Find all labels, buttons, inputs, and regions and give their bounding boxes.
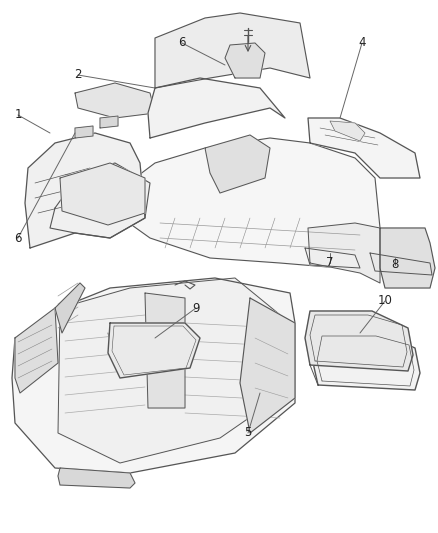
Text: 10: 10	[378, 295, 392, 308]
Polygon shape	[330, 121, 365, 141]
Polygon shape	[58, 278, 290, 463]
Text: 7: 7	[326, 256, 334, 270]
Polygon shape	[148, 78, 285, 138]
Text: 8: 8	[391, 259, 399, 271]
Polygon shape	[370, 253, 432, 275]
Polygon shape	[75, 83, 155, 118]
Polygon shape	[308, 118, 420, 178]
Text: 9: 9	[192, 302, 200, 314]
Text: 6: 6	[178, 36, 186, 50]
Polygon shape	[205, 135, 270, 193]
Polygon shape	[75, 126, 93, 138]
Polygon shape	[225, 43, 265, 78]
Polygon shape	[50, 163, 150, 238]
Text: 4: 4	[358, 36, 366, 50]
Polygon shape	[240, 298, 295, 433]
Polygon shape	[145, 293, 185, 408]
Text: 2: 2	[74, 69, 82, 82]
Polygon shape	[60, 163, 145, 225]
Polygon shape	[108, 323, 200, 378]
Polygon shape	[312, 333, 420, 390]
Polygon shape	[308, 223, 380, 283]
Polygon shape	[25, 133, 145, 248]
Polygon shape	[115, 138, 380, 268]
Polygon shape	[155, 13, 310, 88]
Polygon shape	[15, 308, 58, 393]
Text: 5: 5	[244, 426, 252, 440]
Polygon shape	[100, 116, 118, 128]
Polygon shape	[12, 278, 295, 473]
Text: 6: 6	[14, 231, 22, 245]
Polygon shape	[58, 468, 135, 488]
Polygon shape	[305, 248, 360, 268]
Polygon shape	[55, 283, 85, 333]
Polygon shape	[380, 228, 435, 288]
Polygon shape	[305, 311, 413, 371]
Text: 1: 1	[14, 109, 22, 122]
